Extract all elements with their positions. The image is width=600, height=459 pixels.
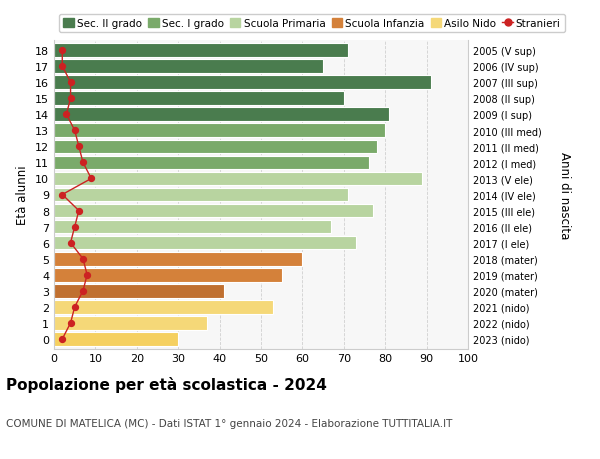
Text: Popolazione per età scolastica - 2024: Popolazione per età scolastica - 2024 <box>6 376 327 392</box>
Bar <box>54 332 178 346</box>
Bar <box>54 108 389 122</box>
Point <box>66 319 76 327</box>
Bar <box>54 44 348 58</box>
Point <box>66 95 76 103</box>
Point <box>78 159 88 167</box>
Point <box>86 175 96 183</box>
Point <box>66 240 76 247</box>
Bar <box>54 204 373 218</box>
Point <box>58 191 67 199</box>
Bar <box>54 140 377 154</box>
Point <box>58 47 67 55</box>
Point <box>66 79 76 87</box>
Text: COMUNE DI MATELICA (MC) - Dati ISTAT 1° gennaio 2024 - Elaborazione TUTTITALIA.I: COMUNE DI MATELICA (MC) - Dati ISTAT 1° … <box>6 418 452 428</box>
Point <box>70 224 79 231</box>
Bar <box>54 76 431 90</box>
Y-axis label: Età alunni: Età alunni <box>16 165 29 225</box>
Legend: Sec. II grado, Sec. I grado, Scuola Primaria, Scuola Infanzia, Asilo Nido, Stran: Sec. II grado, Sec. I grado, Scuola Prim… <box>59 15 565 33</box>
Bar <box>54 156 368 170</box>
Bar <box>54 60 323 74</box>
Bar <box>54 316 207 330</box>
Bar <box>54 124 385 138</box>
Bar <box>54 252 302 266</box>
Point <box>78 287 88 295</box>
Bar <box>54 172 422 186</box>
Bar <box>54 92 344 106</box>
Point <box>62 112 71 119</box>
Bar <box>54 188 348 202</box>
Point <box>74 143 83 151</box>
Point <box>70 127 79 134</box>
Bar <box>54 220 331 234</box>
Point <box>78 256 88 263</box>
Point <box>58 336 67 343</box>
Point <box>82 271 92 279</box>
Y-axis label: Anni di nascita: Anni di nascita <box>558 151 571 239</box>
Point <box>58 63 67 71</box>
Bar <box>54 285 224 298</box>
Bar <box>54 300 274 314</box>
Point <box>70 303 79 311</box>
Point <box>74 207 83 215</box>
Bar <box>54 236 356 250</box>
Bar <box>54 269 282 282</box>
